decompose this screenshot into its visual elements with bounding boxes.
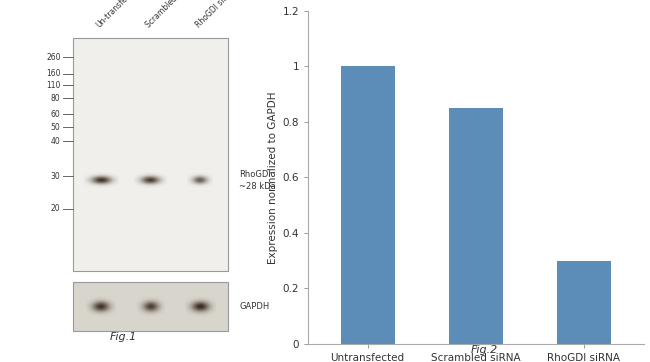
Bar <box>341 66 395 344</box>
Bar <box>448 108 503 344</box>
Text: 20: 20 <box>51 205 60 213</box>
Text: Un-transfected: Un-transfected <box>94 0 142 29</box>
Text: 60: 60 <box>51 110 60 119</box>
Text: Fig.2: Fig.2 <box>471 345 498 355</box>
Text: 50: 50 <box>51 123 60 132</box>
Text: 80: 80 <box>51 94 60 102</box>
FancyBboxPatch shape <box>73 282 228 331</box>
Text: RhoGDI siRNA: RhoGDI siRNA <box>194 0 239 29</box>
Text: Scrambled siRNA: Scrambled siRNA <box>144 0 197 29</box>
Text: 40: 40 <box>51 137 60 146</box>
Y-axis label: Expression normalized to GAPDH: Expression normalized to GAPDH <box>268 91 278 264</box>
Text: 160: 160 <box>46 69 60 78</box>
Text: Fig.1: Fig.1 <box>109 332 136 342</box>
Text: 260: 260 <box>46 53 60 62</box>
Text: 30: 30 <box>51 172 60 181</box>
Text: GAPDH: GAPDH <box>239 302 270 311</box>
FancyBboxPatch shape <box>73 38 228 271</box>
Text: RhoGDI
~28 kDa: RhoGDI ~28 kDa <box>239 171 276 191</box>
Bar <box>557 261 611 344</box>
Text: 110: 110 <box>46 81 60 90</box>
